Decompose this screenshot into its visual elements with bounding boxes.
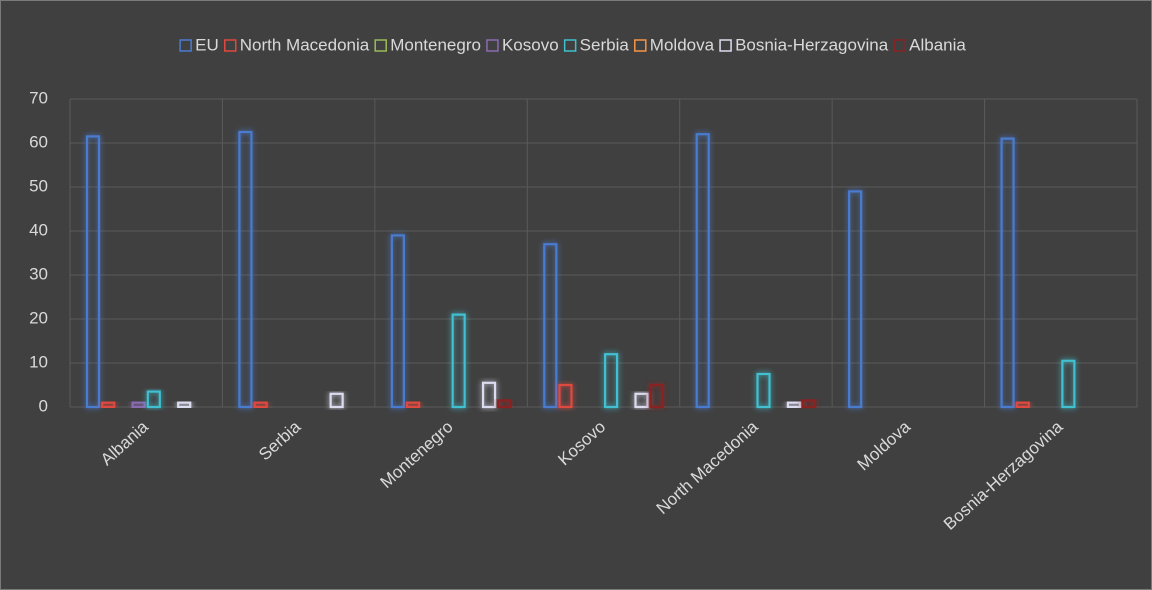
bar <box>634 392 649 409</box>
legend-swatch <box>893 39 906 52</box>
y-tick-label: 60 <box>29 132 48 151</box>
bar <box>253 401 268 409</box>
legend-label: Serbia <box>580 35 630 54</box>
bar <box>481 381 497 409</box>
bar <box>390 234 405 409</box>
y-tick-label: 10 <box>29 352 48 371</box>
legend-label: Montenegro <box>390 35 481 54</box>
legend-swatch <box>719 39 732 52</box>
bar <box>1000 137 1015 409</box>
legend-swatch <box>374 39 387 52</box>
bar <box>177 401 192 409</box>
legend-swatch <box>563 39 577 52</box>
bar <box>405 401 421 409</box>
bar <box>146 390 161 409</box>
bar <box>1015 401 1030 409</box>
bar <box>802 399 817 409</box>
legend-label: Bosnia-Herzagovina <box>735 35 889 54</box>
legend-swatch <box>179 39 192 52</box>
y-tick-label: 20 <box>29 308 48 327</box>
y-tick-label: 70 <box>29 88 48 107</box>
y-tick-label: 30 <box>29 264 48 283</box>
bar <box>451 313 466 409</box>
bar <box>603 353 619 409</box>
bar <box>329 392 344 409</box>
bar <box>543 243 558 409</box>
legend-swatch <box>224 39 237 52</box>
y-tick-label: 40 <box>29 220 48 239</box>
legend-label: Moldova <box>650 35 715 54</box>
legend-label: Kosovo <box>502 35 559 54</box>
bar <box>558 383 573 409</box>
bar <box>101 401 116 409</box>
legend-swatch <box>634 39 647 52</box>
bar <box>848 190 863 409</box>
legend-label: North Macedonia <box>240 35 370 54</box>
legend-label: EU <box>195 35 219 54</box>
bar <box>756 372 771 409</box>
bar <box>786 401 802 409</box>
bar <box>238 130 253 409</box>
legend-label: Albania <box>909 35 966 54</box>
bar <box>695 133 710 409</box>
bar <box>85 135 101 409</box>
y-tick-label: 0 <box>39 396 48 415</box>
legend-swatch <box>486 39 499 52</box>
bar <box>131 401 146 409</box>
y-tick-label: 50 <box>29 176 48 195</box>
bar <box>1061 359 1076 409</box>
bar <box>497 399 512 409</box>
bar <box>649 383 664 409</box>
